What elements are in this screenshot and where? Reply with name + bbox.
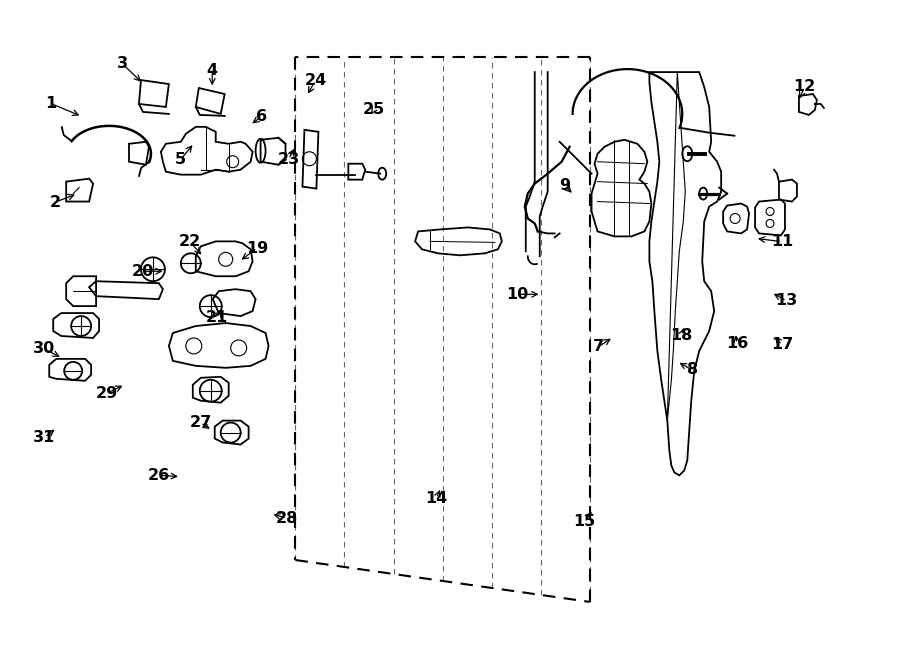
Text: 5: 5 (176, 152, 186, 167)
Text: 13: 13 (775, 293, 797, 309)
Text: 4: 4 (207, 63, 218, 78)
Text: 21: 21 (205, 310, 228, 325)
Text: 31: 31 (33, 430, 56, 445)
Text: 14: 14 (426, 491, 447, 506)
Text: 7: 7 (592, 340, 604, 354)
Text: 22: 22 (179, 234, 201, 249)
Text: 26: 26 (148, 468, 169, 483)
Text: 9: 9 (559, 178, 571, 193)
Text: 16: 16 (726, 336, 748, 351)
Text: 28: 28 (275, 510, 298, 525)
Text: 10: 10 (506, 287, 528, 302)
Text: 12: 12 (793, 79, 815, 95)
Text: 23: 23 (277, 152, 300, 167)
Text: 27: 27 (189, 415, 212, 430)
Text: 1: 1 (45, 96, 57, 111)
Text: 3: 3 (117, 56, 128, 71)
Text: 30: 30 (33, 342, 56, 356)
Text: 11: 11 (770, 234, 793, 249)
Text: 17: 17 (770, 338, 793, 352)
Text: 2: 2 (50, 194, 61, 210)
Text: 18: 18 (670, 328, 693, 342)
Text: 20: 20 (132, 264, 154, 279)
Text: 6: 6 (256, 109, 267, 124)
Text: 25: 25 (363, 102, 385, 118)
Text: 29: 29 (96, 385, 119, 401)
Text: 19: 19 (246, 241, 268, 256)
Text: 24: 24 (304, 73, 327, 88)
Text: 15: 15 (573, 514, 596, 529)
Text: 8: 8 (687, 362, 698, 377)
